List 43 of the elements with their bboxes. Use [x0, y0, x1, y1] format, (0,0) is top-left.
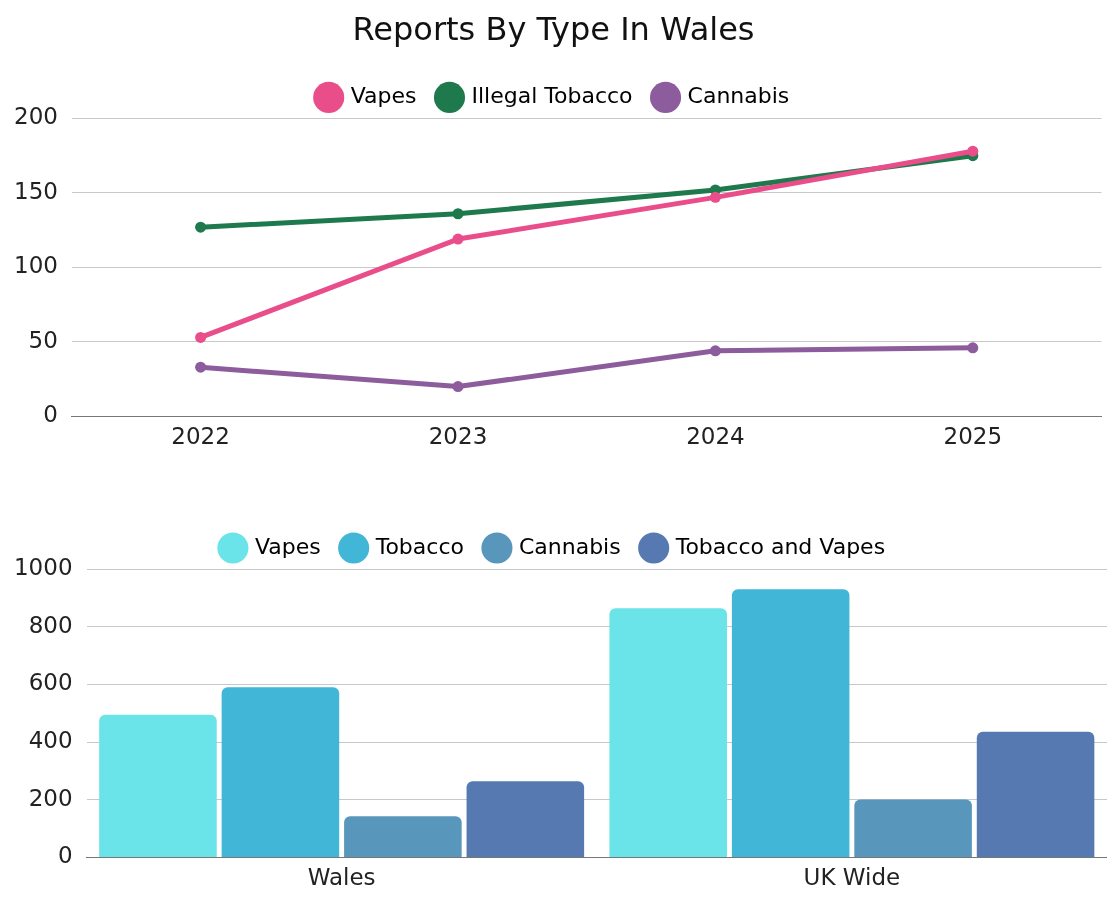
bar [854, 799, 972, 857]
bar [344, 816, 462, 857]
bar [976, 731, 1095, 857]
bar [221, 687, 340, 857]
y-tick-label: 150 [13, 177, 58, 204]
x-tick-label: 2025 [943, 423, 1003, 450]
y-tick-label: 400 [28, 727, 73, 754]
y-tick-label: 600 [28, 669, 73, 696]
point [967, 342, 979, 354]
y-tick-label: 1000 [13, 553, 73, 580]
bar [99, 714, 217, 857]
bar [466, 781, 585, 857]
y-tick-label: 200 [13, 103, 58, 130]
legend-label: Tobacco and Vapes [674, 533, 886, 559]
point [709, 345, 721, 357]
bar [609, 608, 727, 857]
x-tick-label: UK Wide [803, 864, 901, 891]
x-tick-label: Wales [307, 864, 376, 891]
point [452, 208, 464, 220]
point [709, 191, 721, 203]
point [195, 331, 207, 343]
x-tick-label: 2022 [171, 423, 230, 450]
x-tick-label: 2023 [428, 423, 488, 450]
legend-label: Vapes [254, 533, 321, 559]
legend-label: Cannabis [518, 533, 621, 559]
legend-label: Illegal Tobacco [471, 83, 633, 109]
legend-label: Vapes [350, 83, 417, 109]
y-tick-label: 100 [13, 252, 58, 279]
point [195, 361, 207, 373]
y-tick-label: 0 [43, 401, 58, 428]
y-tick-label: 50 [28, 326, 58, 353]
point [452, 233, 464, 245]
point [195, 221, 207, 233]
x-tick-label: 2024 [686, 423, 745, 450]
legend-label: Tobacco [374, 533, 464, 559]
chart-title: Reports By Type In Wales [352, 9, 755, 48]
legend-label: Cannabis [687, 83, 790, 109]
point [452, 381, 464, 393]
y-tick-label: 200 [28, 784, 73, 811]
y-tick-label: 0 [57, 842, 73, 869]
y-tick-label: 800 [28, 611, 73, 638]
point [967, 145, 979, 157]
bar [731, 589, 850, 857]
